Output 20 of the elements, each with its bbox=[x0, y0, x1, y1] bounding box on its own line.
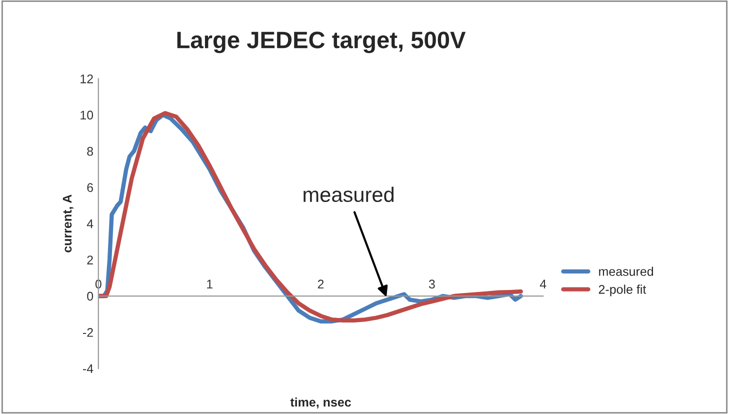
y-tick-label: -4 bbox=[82, 364, 94, 373]
x-tick-label: 1 bbox=[207, 280, 212, 288]
y-axis-title: current, A bbox=[62, 194, 74, 252]
y-tick-label: 0 bbox=[87, 292, 94, 301]
y-tick-label: 10 bbox=[80, 110, 94, 120]
y-tick-label: 2 bbox=[87, 256, 93, 264]
x-tick-label: 0 bbox=[95, 280, 102, 289]
y-tick-label: 8 bbox=[87, 146, 94, 156]
x-axis-title: time, nsec bbox=[290, 397, 351, 408]
legend-label: 2-pole fit bbox=[598, 284, 646, 296]
x-tick-label: 4 bbox=[540, 280, 546, 288]
annotation: measured bbox=[304, 186, 394, 202]
chart-title: Large JEDEC target, 500V bbox=[177, 32, 466, 54]
x-tick-label: 3 bbox=[428, 280, 435, 289]
x-tick-label: 2 bbox=[318, 280, 324, 288]
y-tick-label: 6 bbox=[87, 183, 94, 192]
legend-label: measured bbox=[599, 266, 654, 276]
y-tick-label: 4 bbox=[86, 219, 94, 228]
y-tick-label: -2 bbox=[82, 328, 93, 337]
y-tick-label: 12 bbox=[80, 74, 93, 84]
